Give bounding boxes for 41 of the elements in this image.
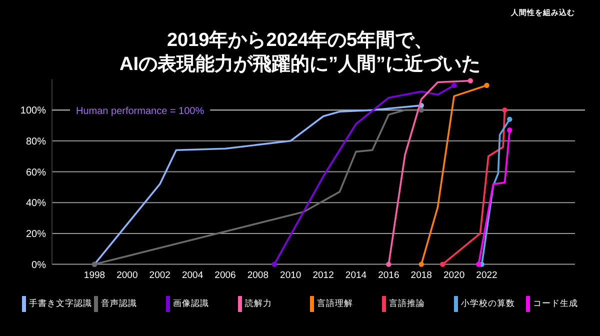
point bbox=[418, 107, 424, 113]
x-tick-label: 1998 bbox=[84, 270, 106, 281]
legend-label: 手書き文字認識 bbox=[29, 298, 92, 308]
point bbox=[476, 262, 482, 267]
point bbox=[440, 262, 446, 267]
x-tick-label: 2012 bbox=[312, 270, 334, 281]
x-tick-label: 2020 bbox=[443, 270, 465, 281]
point bbox=[272, 262, 277, 267]
point bbox=[418, 262, 424, 267]
x-tick-label: 2006 bbox=[214, 270, 236, 281]
ref-line-label: Human performance = 100% bbox=[76, 106, 204, 118]
legend-label: 画像認識 bbox=[173, 298, 209, 308]
y-tick-label: 20% bbox=[26, 228, 46, 240]
x-tick-label: 2002 bbox=[149, 270, 170, 281]
y-tick-label: 80% bbox=[26, 136, 46, 148]
x-tick-label: 2016 bbox=[378, 270, 400, 281]
point bbox=[507, 116, 512, 122]
x-tick-label: 2008 bbox=[247, 270, 268, 281]
point bbox=[502, 107, 508, 113]
chart-title: 2019年から2024年の5年間で、 AIの表現能力が飛躍的に”人間”に近づいた bbox=[120, 30, 480, 75]
x-tick-label: 2014 bbox=[345, 270, 367, 281]
legend-label: 音声認識 bbox=[101, 298, 137, 308]
point bbox=[451, 82, 457, 88]
x-tick-label: 2022 bbox=[476, 270, 498, 281]
y-tick-label: 40% bbox=[26, 198, 46, 210]
legend-label: 読解力 bbox=[245, 298, 272, 308]
x-tick-label: 2010 bbox=[280, 270, 302, 281]
legend-label: 言語推論 bbox=[389, 298, 425, 308]
point bbox=[468, 78, 473, 84]
legend-label: コード生成 bbox=[533, 298, 578, 308]
point bbox=[484, 82, 490, 88]
x-tick-label: 2004 bbox=[182, 270, 204, 281]
legend-label: 小学校の算数 bbox=[461, 298, 515, 308]
point bbox=[507, 128, 512, 133]
x-tick-label: 2018 bbox=[410, 270, 432, 281]
legend-label: 言語理解 bbox=[317, 298, 353, 308]
y-tick-label: 100% bbox=[20, 106, 46, 117]
point bbox=[386, 262, 392, 267]
y-tick-label: 0% bbox=[32, 260, 46, 271]
y-tick-label: 60% bbox=[26, 167, 46, 178]
x-tick-label: 2000 bbox=[116, 270, 138, 281]
